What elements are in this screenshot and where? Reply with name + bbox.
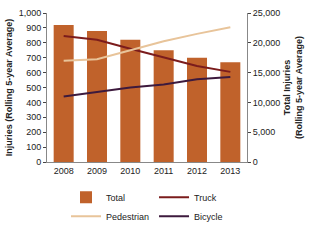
svg-text:2008: 2008 [54, 166, 74, 176]
svg-text:Bicycle: Bicycle [194, 212, 223, 222]
svg-text:900: 900 [26, 23, 41, 33]
svg-text:1,000: 1,000 [19, 8, 42, 18]
svg-text:800: 800 [26, 38, 41, 48]
svg-text:2009: 2009 [87, 166, 107, 176]
svg-text:Truck: Truck [194, 193, 217, 203]
svg-text:10,000: 10,000 [253, 98, 281, 108]
svg-text:0: 0 [253, 157, 258, 167]
svg-text:15,000: 15,000 [253, 68, 281, 78]
svg-text:2011: 2011 [154, 166, 173, 176]
svg-text:0: 0 [36, 157, 41, 167]
svg-text:25,000: 25,000 [253, 8, 281, 18]
svg-text:20,000: 20,000 [253, 38, 281, 48]
svg-text:400: 400 [26, 98, 41, 108]
svg-text:700: 700 [26, 53, 41, 63]
svg-text:Total: Total [106, 193, 125, 203]
svg-text:Injuries (Rolling 5-year Avera: Injuries (Rolling 5-year Average) [4, 19, 14, 156]
svg-text:2010: 2010 [120, 166, 140, 176]
svg-text:2012: 2012 [187, 166, 207, 176]
svg-text:100: 100 [26, 142, 41, 152]
svg-text:200: 200 [26, 127, 41, 137]
svg-text:Pedestrian: Pedestrian [106, 212, 149, 222]
svg-text:2013: 2013 [220, 166, 240, 176]
svg-text:300: 300 [26, 112, 41, 122]
svg-text:500: 500 [26, 83, 41, 93]
svg-text:Total Injuries(Rolling 5-year: Total Injuries(Rolling 5-year Average) [282, 36, 304, 139]
svg-text:5,000: 5,000 [253, 127, 276, 137]
svg-text:600: 600 [26, 68, 41, 78]
